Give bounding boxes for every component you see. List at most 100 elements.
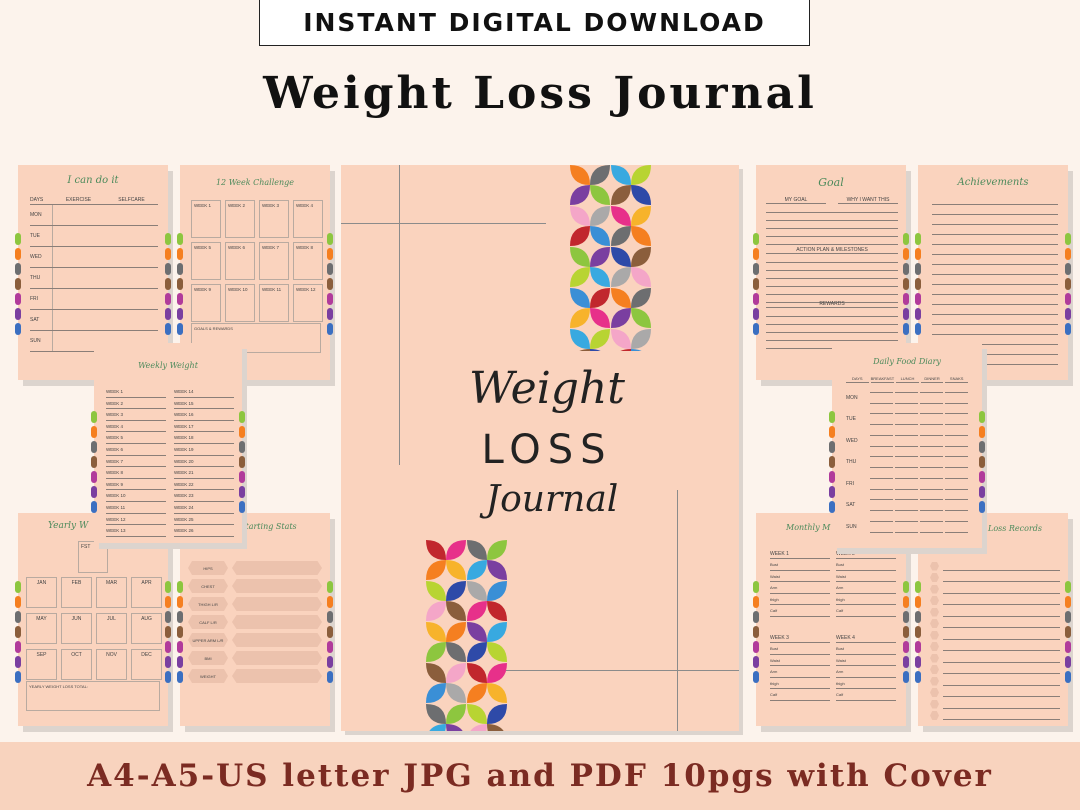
tab-marker <box>753 293 759 305</box>
challenge-week-box: WEEK 12 <box>293 284 323 322</box>
yearly-month-box: AUG <box>131 613 162 644</box>
food-diary-cell <box>945 495 968 517</box>
icandoit-rows: MON TUE WED THU FRI SAT SUN <box>30 205 158 352</box>
monthly-week-block: WEEK 1 Bust Waist Arm thigh Calf <box>770 551 830 617</box>
icandoit-table: DAYS EXERCISE SELFCARE MON TUE WED THU FRI SA… <box>30 197 158 352</box>
food-diary-line <box>895 531 918 533</box>
challenge-week-label: WEEK 7 <box>262 245 280 250</box>
tabs-right <box>327 581 333 683</box>
tab-marker <box>91 456 97 468</box>
petal <box>631 226 651 246</box>
stats-label: CALF L/R <box>188 615 228 629</box>
tab-marker <box>177 641 183 653</box>
tab-marker <box>15 308 21 320</box>
petal <box>590 185 610 205</box>
petal <box>487 601 507 621</box>
petal <box>426 622 446 642</box>
tab-marker <box>903 233 909 245</box>
records-line <box>943 638 1060 640</box>
records-line <box>943 673 1060 674</box>
weekly-weight-column: WEEK 1 WEEK 2 WEEK 3 WEEK 4 WEEK 5 WEEK 6 WEEK… <box>106 386 166 537</box>
food-diary-cell <box>870 495 893 517</box>
tabs-right <box>239 411 245 513</box>
achievement-line <box>932 235 1058 245</box>
tab-marker <box>15 626 21 638</box>
achievement-line <box>932 205 1058 215</box>
petal <box>590 226 610 246</box>
records-line <box>943 684 1060 686</box>
yearly-month-label: NOV <box>106 652 117 658</box>
tab-marker <box>753 263 759 275</box>
tabs-left <box>91 411 97 513</box>
tab-marker <box>915 308 921 320</box>
tab-marker <box>903 626 909 638</box>
food-diary-cell <box>945 430 968 452</box>
food-diary-cell <box>920 452 943 474</box>
stats-row: CALF L/R <box>188 615 328 629</box>
tab-marker <box>165 248 171 260</box>
monthly-part: thigh <box>770 678 830 689</box>
records-row <box>930 571 1060 582</box>
banner-box: INSTANT DIGITAL DOWNLOAD <box>259 0 810 46</box>
yearly-month-box: NOV <box>96 649 127 680</box>
tab-marker <box>915 611 921 623</box>
food-diary-line <box>895 456 918 458</box>
monthly-part: thigh <box>836 678 896 689</box>
tabs-right <box>903 233 909 335</box>
tab-marker <box>979 441 985 453</box>
icandoit-row: TUE <box>30 226 158 247</box>
cover-line <box>341 223 546 224</box>
food-diary-line <box>920 531 943 533</box>
yearly-month-label: AUG <box>141 616 152 622</box>
goal-line <box>766 287 898 295</box>
records-hex <box>930 607 939 617</box>
food-diary-cell <box>920 387 943 409</box>
petal <box>611 329 631 349</box>
food-diary-line <box>920 510 943 512</box>
challenge-week-label: WEEK 12 <box>296 287 316 292</box>
records-line <box>943 707 1060 709</box>
food-diary-line <box>945 456 968 458</box>
tab-marker <box>177 626 183 638</box>
petal <box>446 601 466 621</box>
food-diary-line <box>895 510 918 512</box>
food-diary-header-cell: DAYS <box>846 376 869 383</box>
tab-marker <box>915 233 921 245</box>
monthly-part: Arm <box>770 666 830 678</box>
petal <box>590 308 610 328</box>
challenge-week-label: WEEK 8 <box>296 245 314 250</box>
weekly-weight-row: WEEK 22 <box>174 479 234 491</box>
records-row <box>930 686 1060 697</box>
food-diary-line <box>945 391 968 393</box>
weekly-weight-row: WEEK 7 <box>106 456 166 468</box>
food-diary-cell <box>945 452 968 474</box>
food-diary-day: THU <box>846 459 857 466</box>
tab-marker <box>165 278 171 290</box>
goal-rewards-label: REWARDS <box>766 301 898 308</box>
tab-marker <box>753 626 759 638</box>
petal <box>487 622 507 642</box>
food-diary-row: SUN <box>846 516 970 538</box>
records-line <box>943 719 1060 720</box>
petal <box>446 724 463 731</box>
tab-marker <box>327 671 333 683</box>
records-row <box>930 640 1060 651</box>
tab-marker <box>915 248 921 260</box>
icandoit-row: MON <box>30 205 158 226</box>
food-diary-line <box>870 434 893 436</box>
records-hex <box>930 665 939 674</box>
yearly-start-label: FST <box>81 544 91 550</box>
tab-marker <box>165 611 171 623</box>
tab-marker <box>91 411 97 423</box>
yearly-month-box: JUL <box>96 613 127 644</box>
petal <box>426 601 446 621</box>
monthly-week-label: WEEK 1 <box>770 551 830 559</box>
tab-marker <box>1065 248 1071 260</box>
achievement-line <box>932 355 1058 365</box>
food-diary-line <box>895 477 918 479</box>
tabs-left <box>753 581 759 683</box>
tab-marker <box>903 278 909 290</box>
food-diary-line <box>870 445 893 447</box>
tab-marker <box>915 581 921 593</box>
achievement-line <box>932 305 1058 315</box>
